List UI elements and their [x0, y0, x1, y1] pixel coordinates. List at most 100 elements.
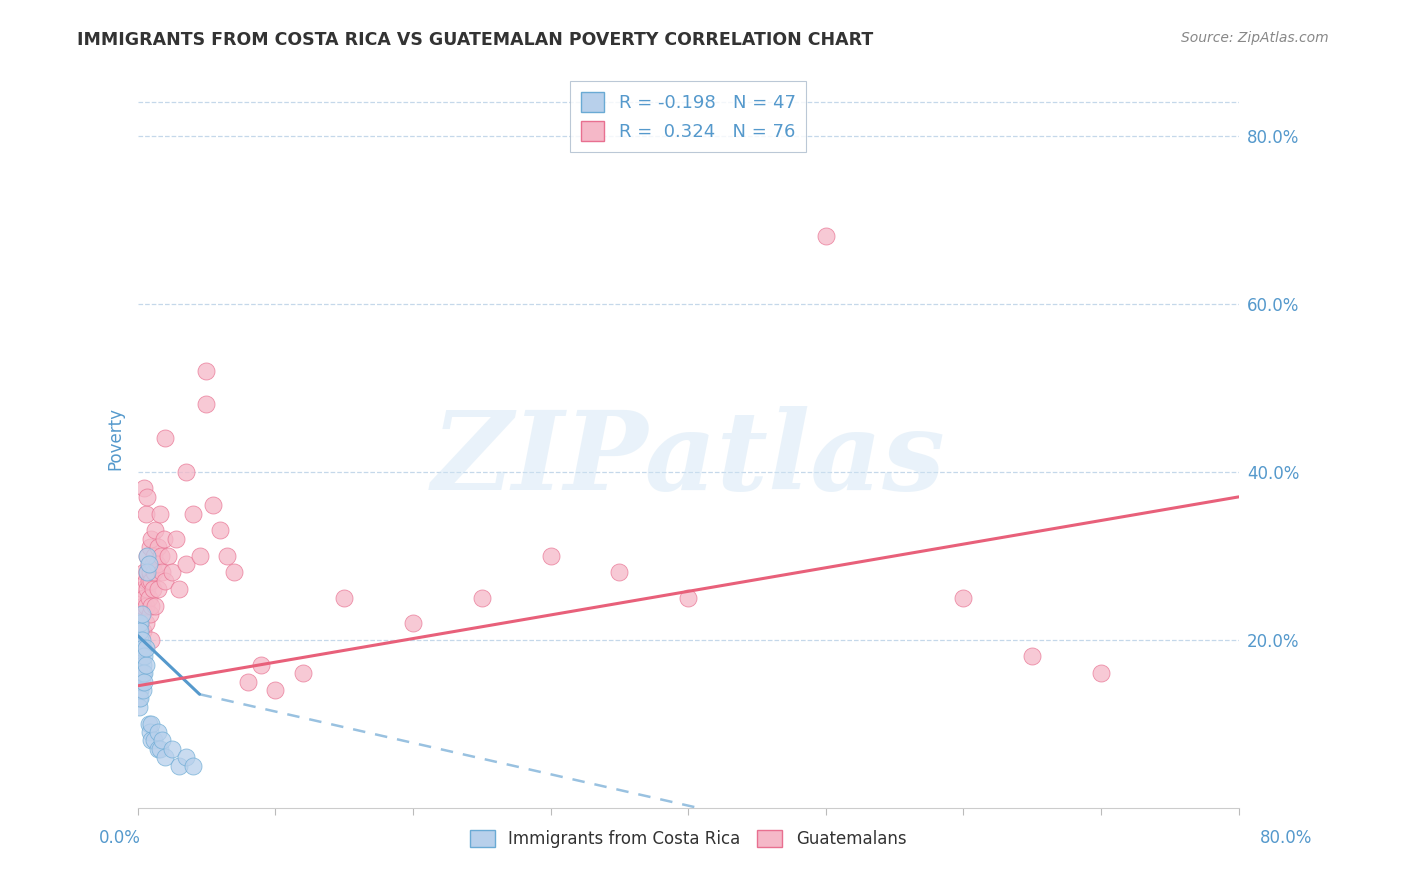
Point: [131, 674, 153, 689]
Point: [471, 591, 494, 605]
Point: [188, 549, 211, 563]
Legend: R = -0.198   N = 47, R =  0.324   N = 76: R = -0.198 N = 47, R = 0.324 N = 76: [569, 81, 807, 152]
Point: [129, 674, 152, 689]
Point: [129, 632, 152, 647]
Point: [141, 532, 163, 546]
Point: [141, 632, 163, 647]
Point: [129, 657, 152, 672]
Point: [149, 549, 172, 563]
Point: [128, 674, 150, 689]
Point: [135, 615, 157, 630]
Point: [195, 397, 218, 411]
Point: [132, 624, 155, 639]
Point: [174, 557, 197, 571]
Point: [143, 549, 166, 563]
Point: [160, 741, 183, 756]
Point: [129, 624, 152, 639]
Text: Source: ZipAtlas.com: Source: ZipAtlas.com: [1181, 31, 1329, 45]
Point: [135, 657, 157, 672]
Text: 0.0%: 0.0%: [98, 829, 141, 847]
Point: [143, 566, 166, 580]
Point: [136, 549, 159, 563]
Point: [141, 733, 163, 747]
Text: 80.0%: 80.0%: [1260, 829, 1313, 847]
Point: [129, 691, 152, 706]
Point: [138, 591, 160, 605]
Point: [609, 566, 631, 580]
Point: [128, 615, 150, 630]
Point: [165, 532, 187, 546]
Point: [134, 482, 156, 496]
Point: [128, 624, 150, 639]
Point: [209, 524, 232, 538]
Text: IMMIGRANTS FROM COSTA RICA VS GUATEMALAN POVERTY CORRELATION CHART: IMMIGRANTS FROM COSTA RICA VS GUATEMALAN…: [77, 31, 873, 49]
Point: [143, 733, 166, 747]
Point: [139, 566, 162, 580]
Point: [129, 615, 152, 630]
Point: [141, 574, 163, 588]
Point: [142, 582, 165, 597]
Point: [402, 615, 425, 630]
Point: [128, 624, 150, 639]
Point: [1090, 666, 1112, 681]
Point: [138, 557, 160, 571]
Point: [236, 674, 259, 689]
Point: [152, 532, 174, 546]
Point: [138, 557, 160, 571]
Point: [150, 733, 173, 747]
Point: [149, 741, 172, 756]
Point: [135, 507, 157, 521]
Point: [136, 490, 159, 504]
Point: [153, 750, 176, 764]
Point: [952, 591, 974, 605]
Point: [167, 758, 190, 772]
Point: [540, 549, 562, 563]
Point: [136, 566, 159, 580]
Point: [128, 641, 150, 656]
Point: [129, 649, 152, 664]
Point: [132, 582, 155, 597]
Point: [132, 666, 155, 681]
Point: [181, 758, 204, 772]
Point: [153, 431, 176, 445]
Point: [195, 364, 218, 378]
Point: [148, 582, 170, 597]
Point: [134, 666, 156, 681]
Point: [148, 741, 170, 756]
Point: [156, 549, 179, 563]
Point: [128, 699, 150, 714]
Point: [160, 566, 183, 580]
Point: [174, 750, 197, 764]
Point: [135, 574, 157, 588]
Point: [181, 507, 204, 521]
Text: ZIPatlas: ZIPatlas: [432, 407, 945, 514]
Point: [139, 541, 162, 555]
Point: [215, 549, 238, 563]
Point: [153, 574, 176, 588]
Point: [128, 666, 150, 681]
Point: [148, 541, 170, 555]
Point: [146, 557, 169, 571]
Point: [136, 549, 159, 563]
Point: [134, 674, 156, 689]
Point: [149, 507, 172, 521]
Point: [135, 641, 157, 656]
Point: [139, 725, 162, 739]
Point: [814, 229, 837, 244]
Point: [132, 599, 155, 613]
Point: [333, 591, 356, 605]
Y-axis label: Poverty: Poverty: [107, 407, 124, 469]
Point: [131, 641, 153, 656]
Point: [676, 591, 699, 605]
Point: [134, 649, 156, 664]
Point: [131, 666, 153, 681]
Point: [129, 641, 152, 656]
Point: [135, 599, 157, 613]
Point: [129, 683, 152, 698]
Point: [131, 591, 153, 605]
Point: [129, 615, 152, 630]
Point: [145, 524, 167, 538]
Point: [129, 632, 152, 647]
Point: [128, 683, 150, 698]
Point: [139, 607, 162, 622]
